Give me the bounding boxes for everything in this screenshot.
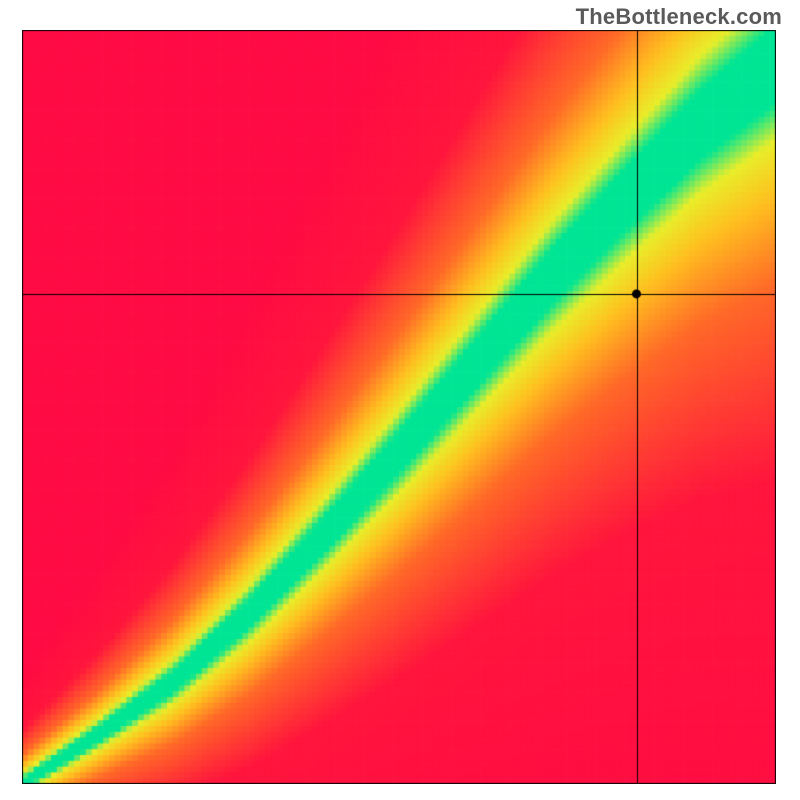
bottleneck-heatmap-canvas — [22, 30, 776, 784]
bottleneck-heatmap-container: TheBottleneck.com — [0, 0, 800, 800]
watermark-text: TheBottleneck.com — [576, 4, 782, 30]
